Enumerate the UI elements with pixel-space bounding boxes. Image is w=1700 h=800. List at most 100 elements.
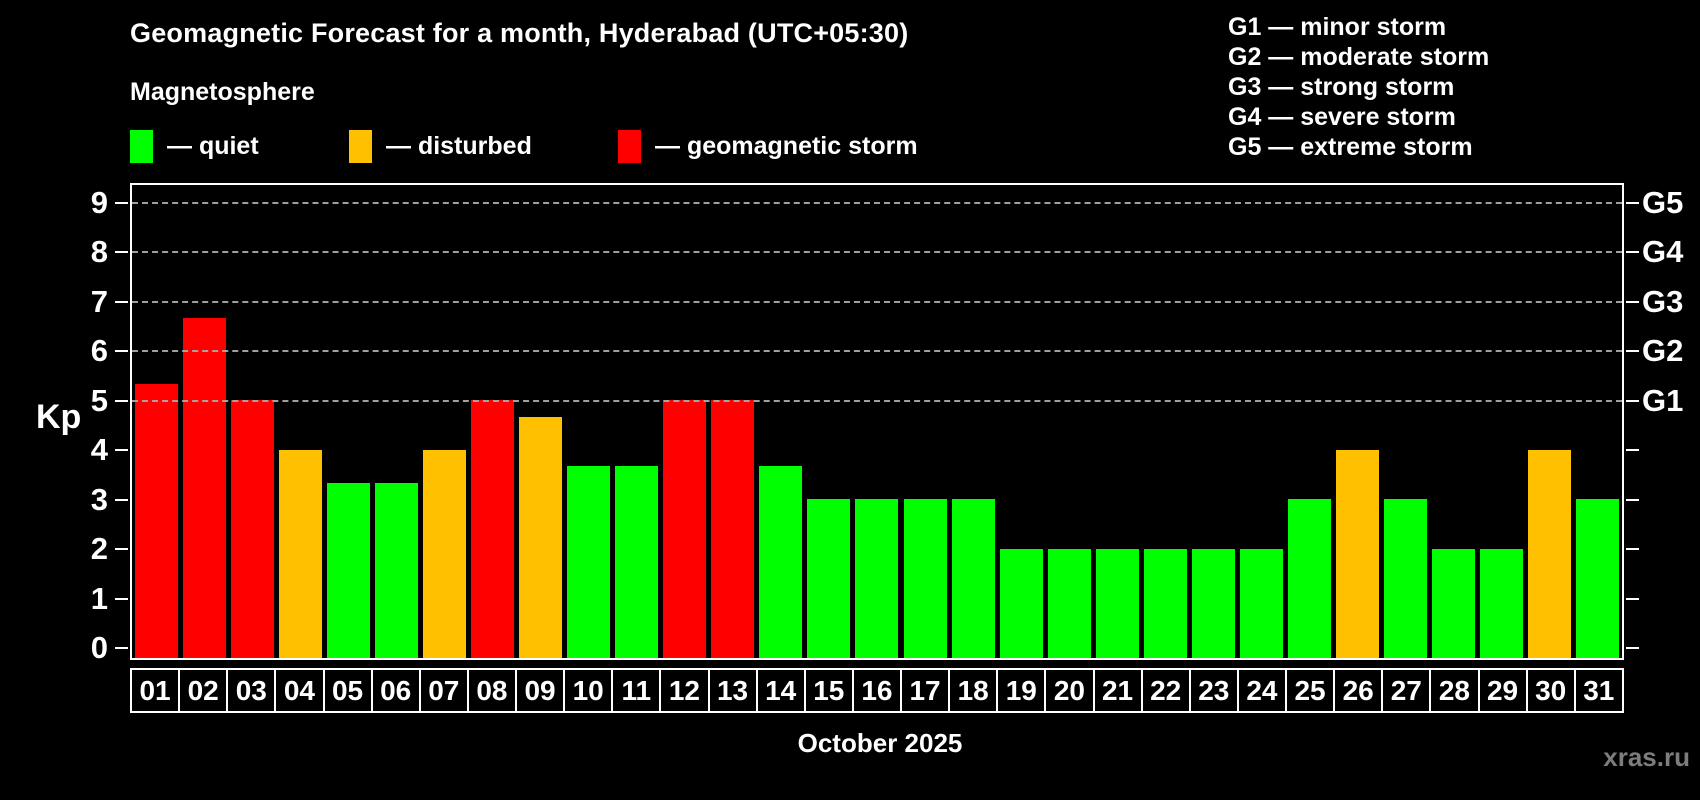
bar-slot-day-10	[565, 185, 613, 658]
bar-slot-day-04	[276, 185, 324, 658]
kp-bar-day-04	[278, 450, 322, 658]
y-tick-right-0	[1626, 647, 1639, 649]
gridline-kp-6	[132, 350, 1622, 352]
legend-label-quiet: — quiet	[167, 131, 259, 160]
y-axis-label-3: 3	[90, 481, 108, 517]
g-axis-label-g5: G5	[1642, 184, 1684, 220]
y-tick-left-1	[115, 597, 128, 600]
bar-slot-day-05	[324, 185, 372, 658]
quiet-color-swatch	[130, 129, 153, 163]
day-label-16: 16	[851, 668, 902, 713]
day-label-31: 31	[1573, 668, 1624, 713]
day-label-18: 18	[948, 668, 999, 713]
bar-slot-day-18	[949, 185, 997, 658]
y-tick-left-5	[115, 399, 128, 402]
bar-slot-day-08	[468, 185, 516, 658]
kp-bar-day-14	[759, 466, 803, 658]
kp-bar-day-08	[470, 400, 514, 658]
day-label-21: 21	[1092, 668, 1143, 713]
bar-slot-day-06	[372, 185, 420, 658]
day-label-25: 25	[1285, 668, 1336, 713]
kp-bar-day-27	[1384, 499, 1428, 658]
kp-bar-day-17	[903, 499, 947, 658]
day-label-15: 15	[803, 668, 854, 713]
y-axis-label-1: 1	[90, 580, 108, 616]
g-legend-line-g4: G4 — severe storm	[1228, 103, 1456, 131]
y-axis-label-7: 7	[90, 283, 108, 319]
y-axis-label-8: 8	[90, 234, 108, 269]
disturbed-color-swatch	[349, 129, 372, 163]
bar-slot-day-26	[1334, 185, 1382, 658]
kp-bar-day-03	[230, 400, 274, 658]
day-label-19: 19	[996, 668, 1047, 713]
day-label-27: 27	[1381, 668, 1432, 713]
kp-bar-day-05	[326, 483, 370, 658]
bar-slot-day-22	[1141, 185, 1189, 658]
y-tick-right-5	[1626, 399, 1639, 402]
bar-slot-day-03	[228, 185, 276, 658]
day-label-04: 04	[274, 668, 325, 713]
y-axis-label-4: 4	[90, 432, 108, 467]
kp-bar-day-31	[1576, 499, 1620, 658]
y-axis-label-6: 6	[90, 333, 108, 368]
kp-bar-day-09	[519, 417, 563, 658]
kp-bar-day-13	[711, 400, 755, 658]
y-tick-left-9	[115, 201, 128, 204]
gridline-kp-9	[132, 201, 1622, 204]
gridline-kp-8	[132, 251, 1622, 253]
g-legend-line-g2: G2 — moderate storm	[1228, 43, 1490, 71]
kp-bar-day-30	[1528, 450, 1572, 658]
day-label-24: 24	[1236, 668, 1287, 713]
gridline-kp-7	[132, 300, 1622, 303]
bar-slot-day-24	[1237, 185, 1285, 658]
day-label-29: 29	[1477, 668, 1528, 713]
plot-frame	[130, 183, 1624, 660]
legend-item-disturbed: — disturbed	[349, 128, 532, 164]
y-tick-right-6	[1626, 350, 1639, 352]
kp-bar-day-24	[1239, 549, 1283, 658]
bars-container	[132, 185, 1622, 658]
g-legend-line-g5: G5 — extreme storm	[1228, 133, 1473, 161]
g-axis-label-g1: G1	[1642, 382, 1684, 418]
legend-label-storm: — geomagnetic storm	[655, 131, 918, 160]
day-label-09: 09	[515, 668, 566, 713]
bar-slot-day-02	[180, 185, 228, 658]
chart-title: Geomagnetic Forecast for a month, Hydera…	[130, 18, 909, 48]
kp-bar-day-26	[1336, 450, 1380, 658]
bar-slot-day-27	[1382, 185, 1430, 658]
y-tick-left-3	[115, 498, 128, 501]
y-tick-right-1	[1626, 597, 1639, 600]
watermark: xras.ru	[1603, 742, 1690, 772]
day-label-03: 03	[226, 668, 277, 713]
chart-subtitle: Magnetosphere	[130, 78, 315, 106]
bar-slot-day-25	[1286, 185, 1334, 658]
y-tick-right-7	[1626, 300, 1639, 303]
kp-bar-day-23	[1191, 549, 1235, 658]
y-axis-label-0: 0	[90, 630, 108, 665]
bar-slot-day-19	[997, 185, 1045, 658]
y-tick-left-8	[115, 251, 128, 253]
legend-item-storm: — geomagnetic storm	[618, 128, 918, 164]
plot-area	[132, 185, 1622, 658]
g-axis-label-g3: G3	[1642, 283, 1684, 319]
bar-slot-day-01	[132, 185, 180, 658]
y-tick-right-9	[1626, 201, 1639, 204]
g-scale-legend: G1 — minor storm G2 — moderate storm G3 …	[1228, 12, 1489, 162]
y-tick-right-8	[1626, 251, 1639, 253]
bar-slot-day-16	[853, 185, 901, 658]
bar-slot-day-17	[901, 185, 949, 658]
y-axis-label-9: 9	[90, 184, 108, 220]
day-label-10: 10	[563, 668, 614, 713]
kp-bar-day-10	[567, 466, 611, 658]
kp-bar-day-20	[1047, 549, 1091, 658]
day-label-17: 17	[900, 668, 951, 713]
day-label-05: 05	[322, 668, 373, 713]
y-tick-right-2	[1626, 548, 1639, 550]
day-label-13: 13	[707, 668, 758, 713]
day-label-20: 20	[1044, 668, 1095, 713]
storm-color-swatch	[618, 129, 641, 163]
day-label-12: 12	[659, 668, 710, 713]
kp-bar-day-02	[182, 318, 226, 658]
bar-slot-day-09	[517, 185, 565, 658]
